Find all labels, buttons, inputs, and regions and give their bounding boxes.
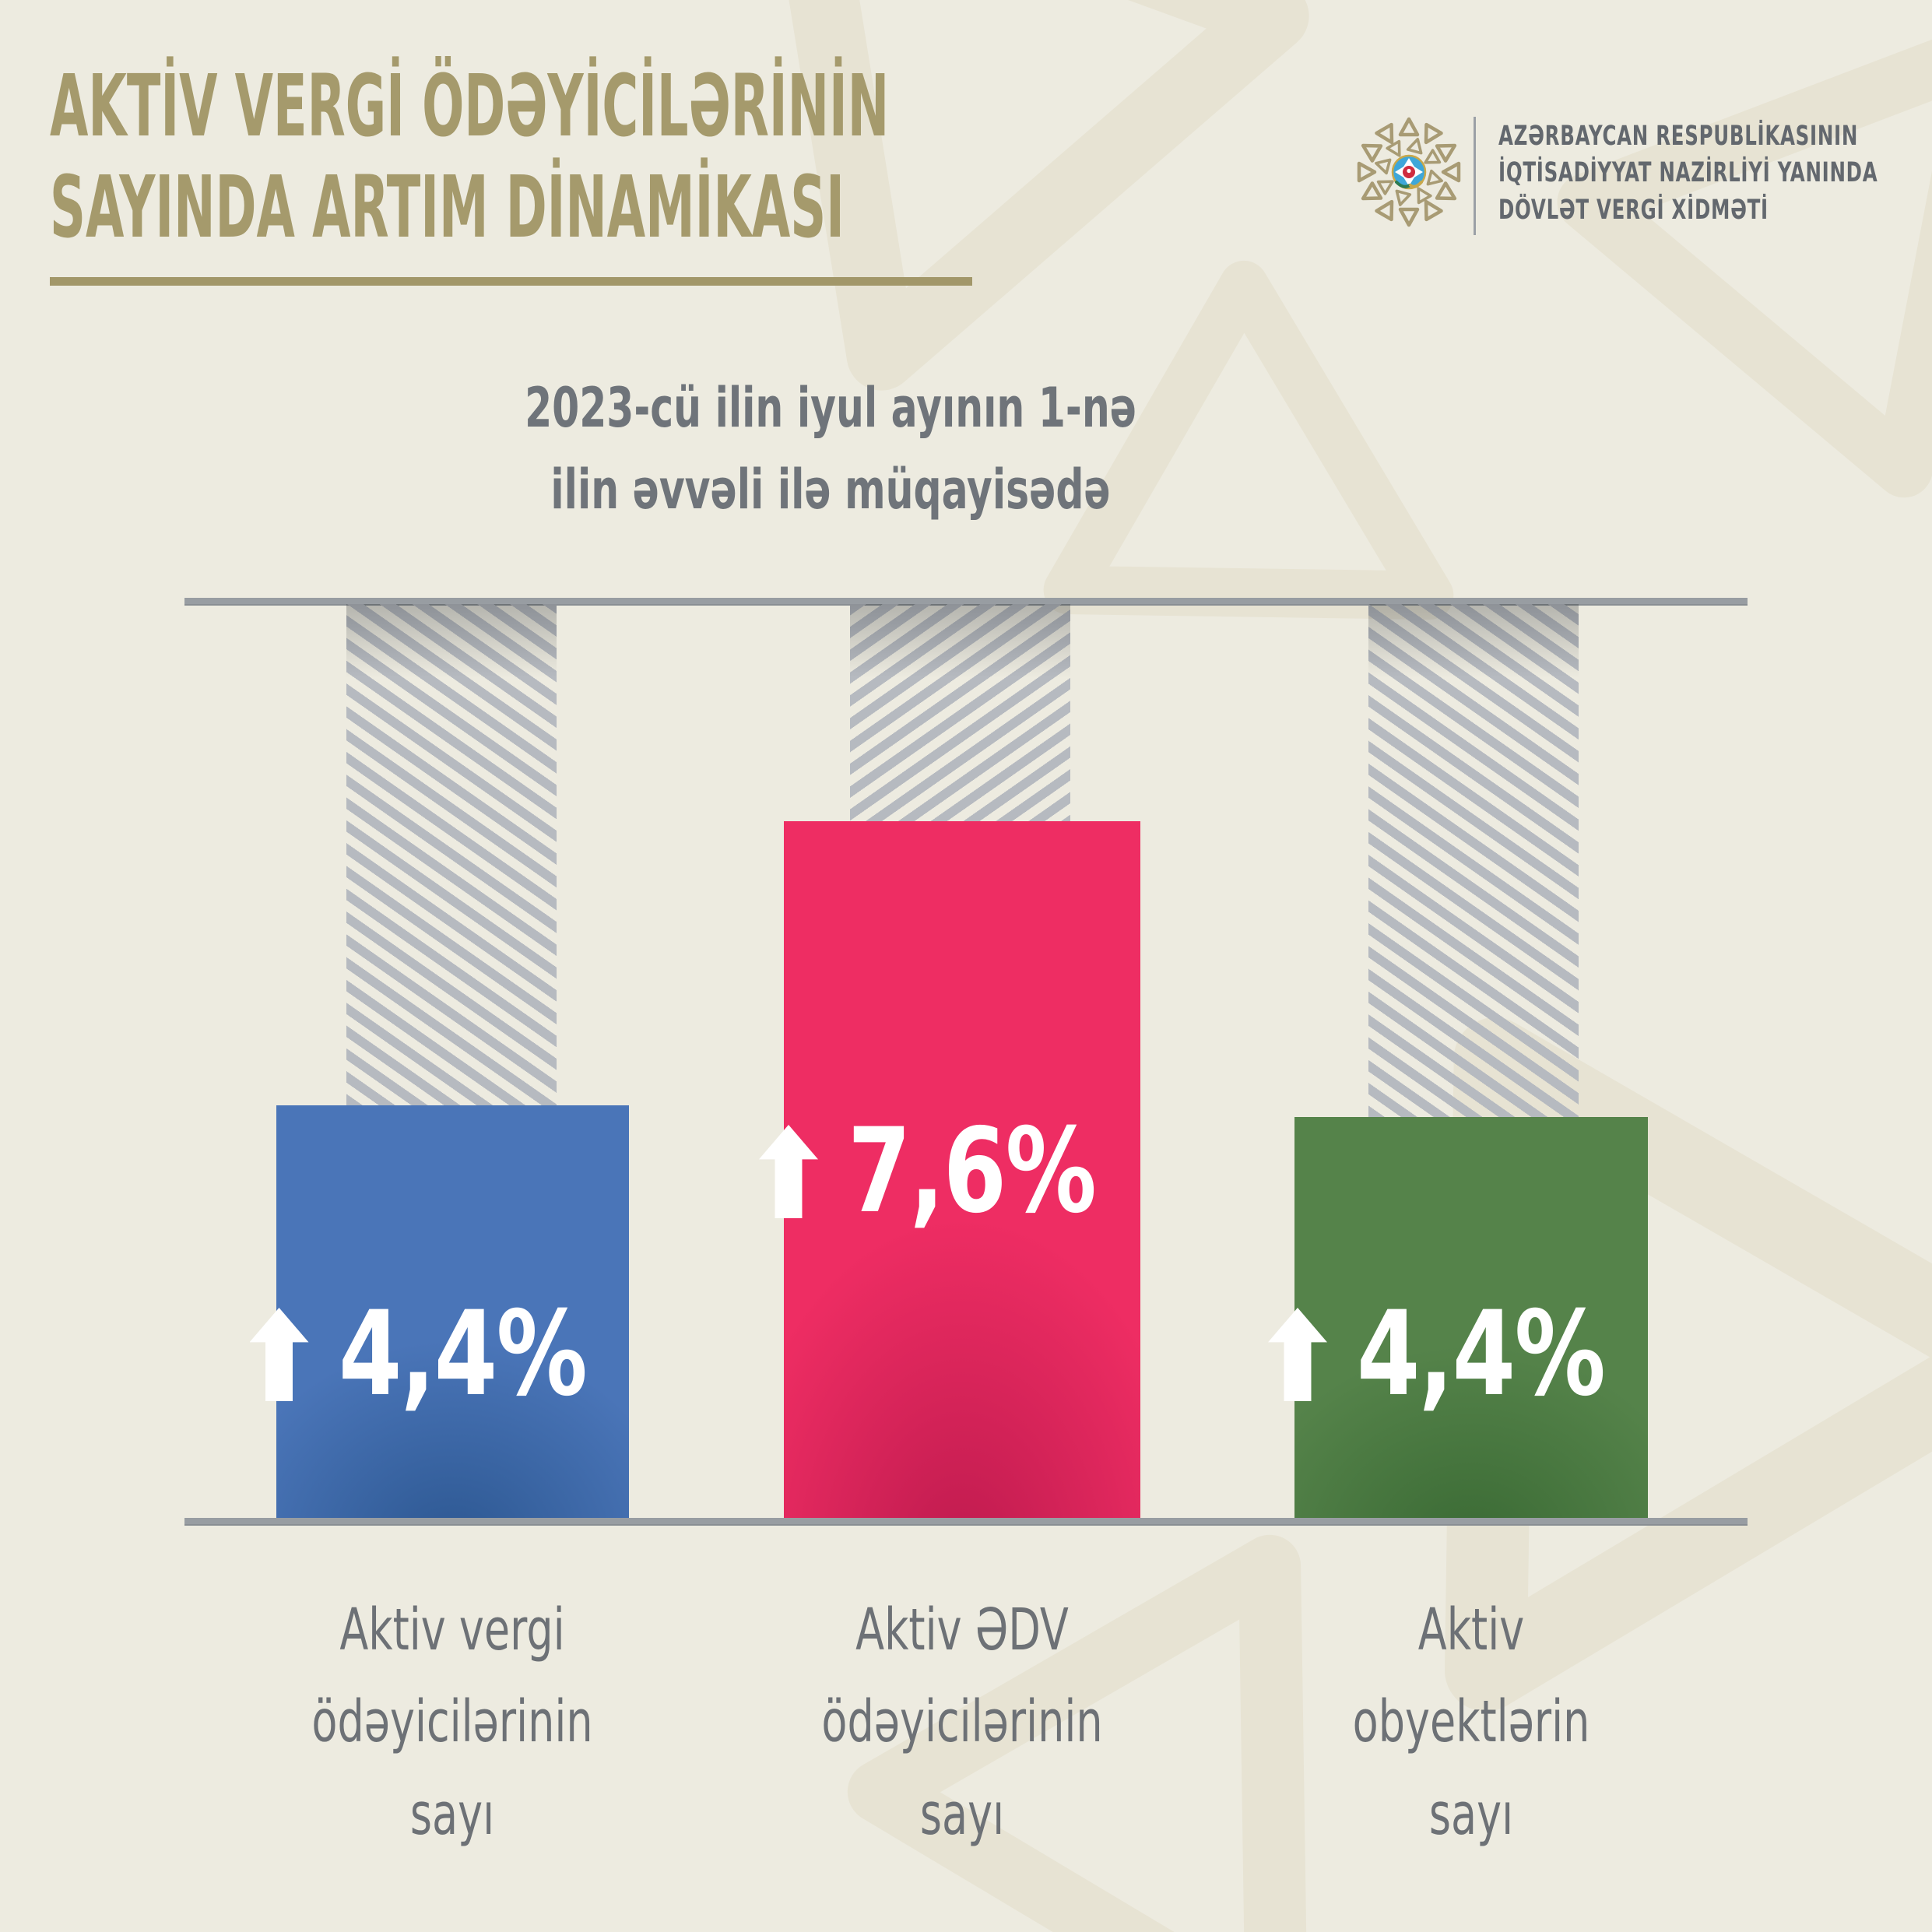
chart-subtitle: 2023-cü ilin iyul ayının 1-nə ilin əvvəl…	[457, 367, 1204, 531]
label-line: Aktiv ƏDV	[855, 1597, 1069, 1663]
bar-active-vat-payers: 7,6%	[759, 821, 1140, 1518]
chart-subtitle-line2: ilin əvvəli ilə müqayisədə	[550, 458, 1111, 522]
tax-service-logo-icon	[1351, 114, 1467, 230]
hatch-column-1	[346, 604, 557, 1105]
chart-baseline	[184, 1518, 1748, 1526]
bar-value: 4,4%	[338, 1287, 588, 1422]
org-name-line3: DÖVLƏT VERGİ XİDMƏTİ	[1498, 194, 1769, 226]
label-line: sayı	[409, 1780, 495, 1848]
bar-value-row: 7,6%	[759, 1104, 1140, 1239]
org-name: AZƏRBAYCAN RESPUBLİKASININ İQTİSADİYYAT …	[1498, 118, 1878, 229]
bar-label-active-taxpayers: Aktiv vergi ödəyicilərinin sayı	[254, 1584, 652, 1860]
label-line: Aktiv vergi	[339, 1597, 565, 1663]
title-underline	[50, 277, 972, 286]
bar-active-taxpayers: 4,4%	[249, 1105, 629, 1518]
chart-subtitle-line1: 2023-cü ilin iyul ayının 1-nə	[525, 376, 1136, 440]
bar-value-row: 4,4%	[249, 1287, 629, 1422]
org-name-line2: İQTİSADİYYAT NAZİRLİYİ YANINDA	[1498, 157, 1878, 189]
label-line: ödəyicilərinin	[311, 1688, 593, 1756]
bar-label-active-objects: Aktiv obyektlərin sayı	[1273, 1584, 1670, 1860]
label-line: ödəyicilərinin	[821, 1688, 1103, 1756]
page-title-line1: AKTİV VERGİ ÖDƏYİCİLƏRİNİN	[50, 56, 890, 156]
bar-value-row: 4,4%	[1268, 1287, 1648, 1422]
org-name-line1: AZƏRBAYCAN RESPUBLİKASININ	[1498, 121, 1859, 152]
hatch-column-2	[850, 604, 1070, 821]
page-title-line2: SAYINDA ARTIM DİNAMİKASI	[50, 156, 845, 257]
bar-active-objects: 4,4%	[1268, 1117, 1648, 1518]
label-line: sayı	[919, 1780, 1005, 1848]
hatch-column-3	[1368, 604, 1579, 1117]
label-line: obyektlərin	[1352, 1688, 1590, 1756]
bar-value: 4,4%	[1357, 1287, 1606, 1422]
page-title: AKTİV VERGİ ÖDƏYİCİLƏRİNİN SAYINDA ARTIM…	[50, 56, 889, 258]
bar-value: 7,6%	[848, 1104, 1097, 1239]
bar-label-active-vat-payers: Aktiv ƏDV ödəyicilərinin sayı	[764, 1584, 1161, 1860]
org-header: AZƏRBAYCAN RESPUBLİKASININ İQTİSADİYYAT …	[1351, 114, 1911, 238]
label-line: Aktiv	[1417, 1597, 1525, 1663]
label-line: sayı	[1428, 1780, 1514, 1848]
logo-divider	[1474, 117, 1476, 235]
